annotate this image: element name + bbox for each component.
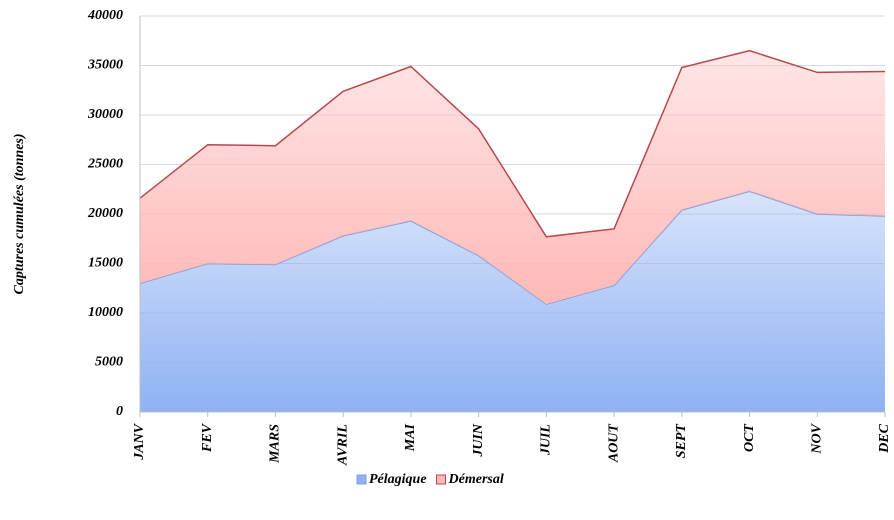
y-tick-label: 10000 (88, 305, 123, 320)
x-tick-label: JUIL (539, 424, 554, 456)
legend-swatch (436, 474, 447, 485)
area (140, 191, 885, 412)
x-tick-label: JANV (132, 422, 147, 460)
legend-label: Démersal (448, 472, 504, 487)
x-tick-label: AVRIL (335, 424, 350, 466)
x-tick-label: JUIN (471, 423, 486, 458)
x-tick-label: AOUT (606, 423, 621, 464)
legend-swatch (356, 474, 367, 485)
x-tick-label: NOV (809, 422, 824, 454)
y-axis-label: Captures cumulées (tonnes) (12, 133, 27, 294)
y-tick-label: 20000 (87, 206, 123, 221)
y-tick-label: 0 (116, 404, 123, 419)
y-tick-label: 40000 (87, 8, 123, 23)
y-tick-label: 35000 (87, 58, 123, 73)
y-tick-label: 25000 (87, 157, 123, 172)
legend-label: Pélagique (369, 472, 427, 487)
x-tick-label: MAI (403, 423, 418, 452)
x-tick-label: SEPT (674, 423, 689, 459)
x-tick-label: DEC (877, 423, 892, 453)
x-tick-label: MARS (268, 424, 283, 464)
y-tick-label: 15000 (88, 256, 123, 271)
x-tick-label: FEV (200, 422, 215, 453)
area-edge (139, 49, 886, 238)
area (140, 50, 885, 305)
y-tick-label: 5000 (95, 355, 123, 370)
y-tick-label: 30000 (87, 107, 123, 122)
x-tick-label: OCT (742, 423, 757, 452)
